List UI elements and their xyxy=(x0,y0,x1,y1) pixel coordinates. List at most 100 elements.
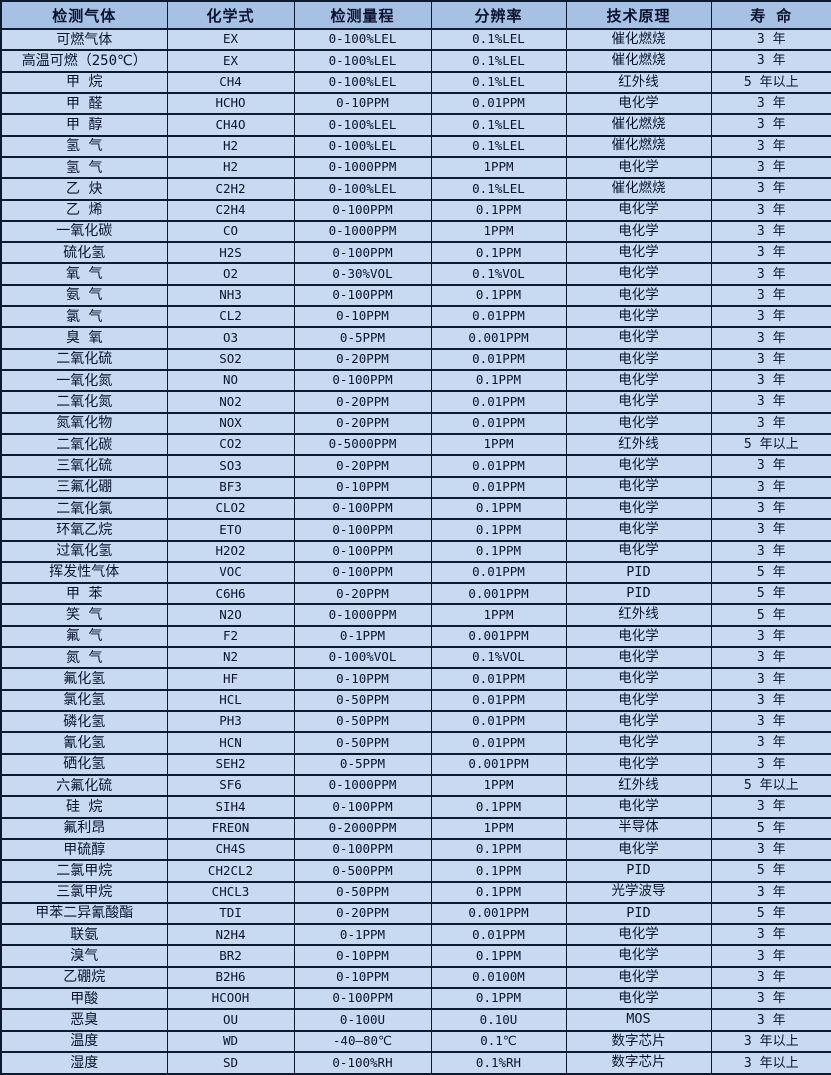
table-cell: 0-20PPM xyxy=(293,411,432,435)
table-cell: 3 年 xyxy=(710,177,831,201)
table-cell: 0.01PPM xyxy=(430,347,567,372)
table-cell: 3 年 xyxy=(710,987,831,1011)
table-cell: 0-30%VOL xyxy=(293,262,432,286)
table-cell: FREON xyxy=(166,816,295,840)
table-cell: 电化学 xyxy=(565,262,712,286)
table-row: 氢 气 H2 0-1000PPM 1PPM 电化学 3 年 xyxy=(0,155,831,180)
table-cell: 电化学 xyxy=(565,518,712,542)
table-cell: 3 年 xyxy=(710,454,831,478)
table-cell: 0-1000PPM xyxy=(293,773,432,798)
table-cell: CO2 xyxy=(166,432,295,457)
table-cell: 湿度 xyxy=(0,1051,168,1075)
table-cell: F2 xyxy=(166,624,295,649)
table-cell: 1PPM xyxy=(430,816,567,840)
table-row: 二氧化氮 NO2 0-20PPM 0.01PPM 电化学 3 年 xyxy=(0,390,831,414)
table-cell: 电化学 xyxy=(565,944,712,968)
table-cell: 电化学 xyxy=(565,368,712,393)
table-cell: 电化学 xyxy=(565,475,712,499)
table-cell: 一氧化碳 xyxy=(0,219,168,244)
table-cell: 氟利昂 xyxy=(0,816,168,840)
table-cell: 电化学 xyxy=(565,731,712,755)
table-cell: 半导体 xyxy=(565,816,712,840)
table-cell: 甲 醛 xyxy=(0,91,168,116)
table-cell: 乙硼烷 xyxy=(0,965,168,990)
table-cell: 0.1PPM xyxy=(430,198,567,222)
table-cell: 电化学 xyxy=(565,496,712,521)
table-cell: 电化学 xyxy=(565,219,712,244)
table-row: 二氧化氯 CLO2 0-100PPM 0.1PPM 电化学 3 年 xyxy=(0,496,831,521)
table-cell: 电化学 xyxy=(565,305,712,329)
table-cell: 二氯甲烷 xyxy=(0,859,168,883)
table-cell: 3 年 xyxy=(710,27,831,52)
table-row: 二氧化硫 SO2 0-20PPM 0.01PPM 电化学 3 年 xyxy=(0,347,831,372)
table-row: 磷化氢 PH3 0-50PPM 0.01PPM 电化学 3 年 xyxy=(0,709,831,734)
table-cell: 0-5PPM xyxy=(293,752,432,776)
table-cell: 0-100%RH xyxy=(293,1051,432,1075)
table-cell: CL2 xyxy=(166,305,295,329)
table-cell: 高温可燃（250℃） xyxy=(0,49,168,73)
table-cell: 0.1PPM xyxy=(430,880,567,904)
table-cell: 0.1PPM xyxy=(430,795,567,819)
table-cell: 电化学 xyxy=(565,283,712,308)
table-cell: 0-100PPM xyxy=(293,518,432,542)
table-cell: SF6 xyxy=(166,773,295,798)
table-cell: 氮 气 xyxy=(0,646,168,670)
table-cell: 0-2000PPM xyxy=(293,816,432,840)
table-cell: 氯 气 xyxy=(0,305,168,329)
table-cell: 电化学 xyxy=(565,688,712,713)
table-cell: 0.01PPM xyxy=(430,667,567,691)
table-cell: H2 xyxy=(166,155,295,180)
table-cell: 电化学 xyxy=(565,923,712,947)
table-cell: 硅 烷 xyxy=(0,795,168,819)
table-cell: 0.01PPM xyxy=(430,390,567,414)
table-cell: 氰化氢 xyxy=(0,731,168,755)
table-cell: 电化学 xyxy=(565,347,712,372)
table-cell: 红外线 xyxy=(565,432,712,457)
table-row: 湿度 SD 0-100%RH 0.1%RH 数字芯片 3 年以上 xyxy=(0,1051,831,1075)
table-cell: C6H6 xyxy=(166,582,295,606)
table-cell: TDI xyxy=(166,901,295,926)
table-cell: 0.1%VOL xyxy=(430,262,567,286)
table-cell: BF3 xyxy=(166,475,295,499)
table-row: 甲酸 HCOOH 0-100PPM 0.1PPM 电化学 3 年 xyxy=(0,987,831,1011)
table-cell: HCL xyxy=(166,688,295,713)
table-cell: 3 年 xyxy=(710,731,831,755)
table-cell: 0-10PPM xyxy=(293,91,432,116)
table-cell: 0-50PPM xyxy=(293,731,432,755)
table-cell: 0.01PPM xyxy=(430,91,567,116)
table-cell: 1PPM xyxy=(430,773,567,798)
table-cell: 硫化氢 xyxy=(0,241,168,265)
table-cell: 电化学 xyxy=(565,965,712,990)
table-body: 可燃气体 EX 0-100%LEL 0.1%LEL 催化燃烧 3 年高温可燃（250℃） E… xyxy=(0,27,831,1075)
table-cell: 0.1%LEL xyxy=(430,134,567,158)
table-cell: 硒化氢 xyxy=(0,752,168,776)
table-row: 可燃气体 EX 0-100%LEL 0.1%LEL 催化燃烧 3 年 xyxy=(0,27,831,52)
table-cell: 三氧化硫 xyxy=(0,454,168,478)
table-cell: 3 年 xyxy=(710,944,831,968)
table-cell: WD xyxy=(166,1029,295,1054)
table-cell: 1PPM xyxy=(430,432,567,457)
table-cell: 0-100%VOL xyxy=(293,646,432,670)
table-cell: 0-100PPM xyxy=(293,283,432,308)
table-cell: NO xyxy=(166,368,295,393)
table-cell: 0-100PPM xyxy=(293,241,432,265)
table-cell: 0-10PPM xyxy=(293,475,432,499)
table-cell: 电化学 xyxy=(565,326,712,350)
table-cell: CH4O xyxy=(166,113,295,137)
table-cell: 0.0100M xyxy=(430,965,567,990)
table-cell: N2H4 xyxy=(166,923,295,947)
table-cell: 甲硫醇 xyxy=(0,837,168,862)
table-cell: H2 xyxy=(166,134,295,158)
table-row: 氢 气 H2 0-100%LEL 0.1%LEL 催化燃烧 3 年 xyxy=(0,134,831,158)
table-cell: 0-100PPM xyxy=(293,795,432,819)
table-cell: 0-100%LEL xyxy=(293,49,432,73)
table-cell: 0.01PPM xyxy=(430,560,567,585)
table-cell: 3 年 xyxy=(710,326,831,350)
table-cell: C2H4 xyxy=(166,198,295,222)
table-row: 甲硫醇 CH4S 0-100PPM 0.1PPM 电化学 3 年 xyxy=(0,837,831,862)
table-cell: 0-100%LEL xyxy=(293,134,432,158)
table-cell: 甲酸 xyxy=(0,987,168,1011)
table-cell: 催化燃烧 xyxy=(565,113,712,137)
table-cell: 0.01PPM xyxy=(430,731,567,755)
